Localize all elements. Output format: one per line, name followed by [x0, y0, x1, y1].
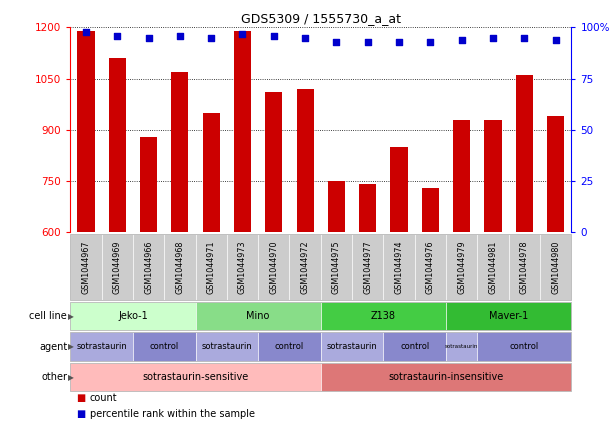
Text: count: count	[90, 393, 117, 403]
Point	[81, 28, 91, 35]
Text: GSM1044977: GSM1044977	[364, 240, 372, 294]
Bar	[359, 184, 376, 423]
Text: sotrastaurin-insensitive: sotrastaurin-insensitive	[389, 372, 503, 382]
Point	[363, 38, 373, 45]
Bar	[390, 147, 408, 423]
Text: GSM1044979: GSM1044979	[457, 240, 466, 294]
Bar	[485, 120, 502, 423]
Text: Mino: Mino	[246, 311, 270, 321]
Text: control: control	[400, 342, 430, 351]
Text: GSM1044974: GSM1044974	[395, 240, 403, 294]
Bar	[171, 72, 188, 423]
Point	[519, 34, 529, 41]
Bar	[265, 92, 282, 423]
Text: GSM1044980: GSM1044980	[551, 240, 560, 294]
Point	[238, 30, 247, 37]
Text: percentile rank within the sample: percentile rank within the sample	[90, 409, 255, 419]
Text: sotrastaurin: sotrastaurin	[76, 342, 127, 351]
Point	[207, 34, 216, 41]
Text: GSM1044981: GSM1044981	[489, 240, 497, 294]
Text: GSM1044969: GSM1044969	[113, 240, 122, 294]
Text: GSM1044970: GSM1044970	[269, 240, 278, 294]
Text: control: control	[510, 342, 539, 351]
Text: GSM1044972: GSM1044972	[301, 240, 310, 294]
Text: ▶: ▶	[68, 342, 75, 351]
Text: GSM1044971: GSM1044971	[207, 240, 216, 294]
Text: GSM1044975: GSM1044975	[332, 240, 341, 294]
Point	[457, 36, 467, 43]
Text: other: other	[41, 372, 67, 382]
Text: GSM1044967: GSM1044967	[81, 240, 90, 294]
Point	[144, 34, 153, 41]
Text: GSM1044973: GSM1044973	[238, 240, 247, 294]
Point	[300, 34, 310, 41]
Point	[112, 32, 122, 39]
Point	[425, 38, 435, 45]
Text: Maver-1: Maver-1	[489, 311, 529, 321]
Text: GSM1044966: GSM1044966	[144, 240, 153, 294]
Bar	[453, 120, 470, 423]
Text: ▶: ▶	[68, 312, 75, 321]
Point	[394, 38, 404, 45]
Text: cell line: cell line	[29, 311, 67, 321]
Bar	[109, 58, 126, 423]
Text: sotrastaurin: sotrastaurin	[327, 342, 378, 351]
Text: control: control	[275, 342, 304, 351]
Bar	[422, 188, 439, 423]
Bar	[328, 181, 345, 423]
Text: GSM1044978: GSM1044978	[520, 240, 529, 294]
Text: sotrastaurin: sotrastaurin	[202, 342, 252, 351]
Point	[551, 36, 560, 43]
Text: GSM1044968: GSM1044968	[175, 240, 185, 294]
Text: sotrastaurin-sensitive: sotrastaurin-sensitive	[142, 372, 249, 382]
Point	[488, 34, 498, 41]
Bar	[203, 113, 220, 423]
Point	[269, 32, 279, 39]
Text: control: control	[150, 342, 179, 351]
Bar	[296, 89, 313, 423]
Text: ▶: ▶	[68, 373, 75, 382]
Bar	[78, 31, 95, 423]
Text: agent: agent	[39, 342, 67, 352]
Text: Z138: Z138	[371, 311, 396, 321]
Title: GDS5309 / 1555730_a_at: GDS5309 / 1555730_a_at	[241, 12, 401, 25]
Point	[332, 38, 342, 45]
Text: ■: ■	[76, 393, 86, 403]
Text: sotrastaurin: sotrastaurin	[445, 344, 478, 349]
Text: ■: ■	[76, 409, 86, 419]
Point	[175, 32, 185, 39]
Bar	[516, 75, 533, 423]
Bar	[234, 31, 251, 423]
Text: Jeko-1: Jeko-1	[118, 311, 148, 321]
Bar	[140, 137, 157, 423]
Bar	[547, 116, 564, 423]
Text: GSM1044976: GSM1044976	[426, 240, 435, 294]
